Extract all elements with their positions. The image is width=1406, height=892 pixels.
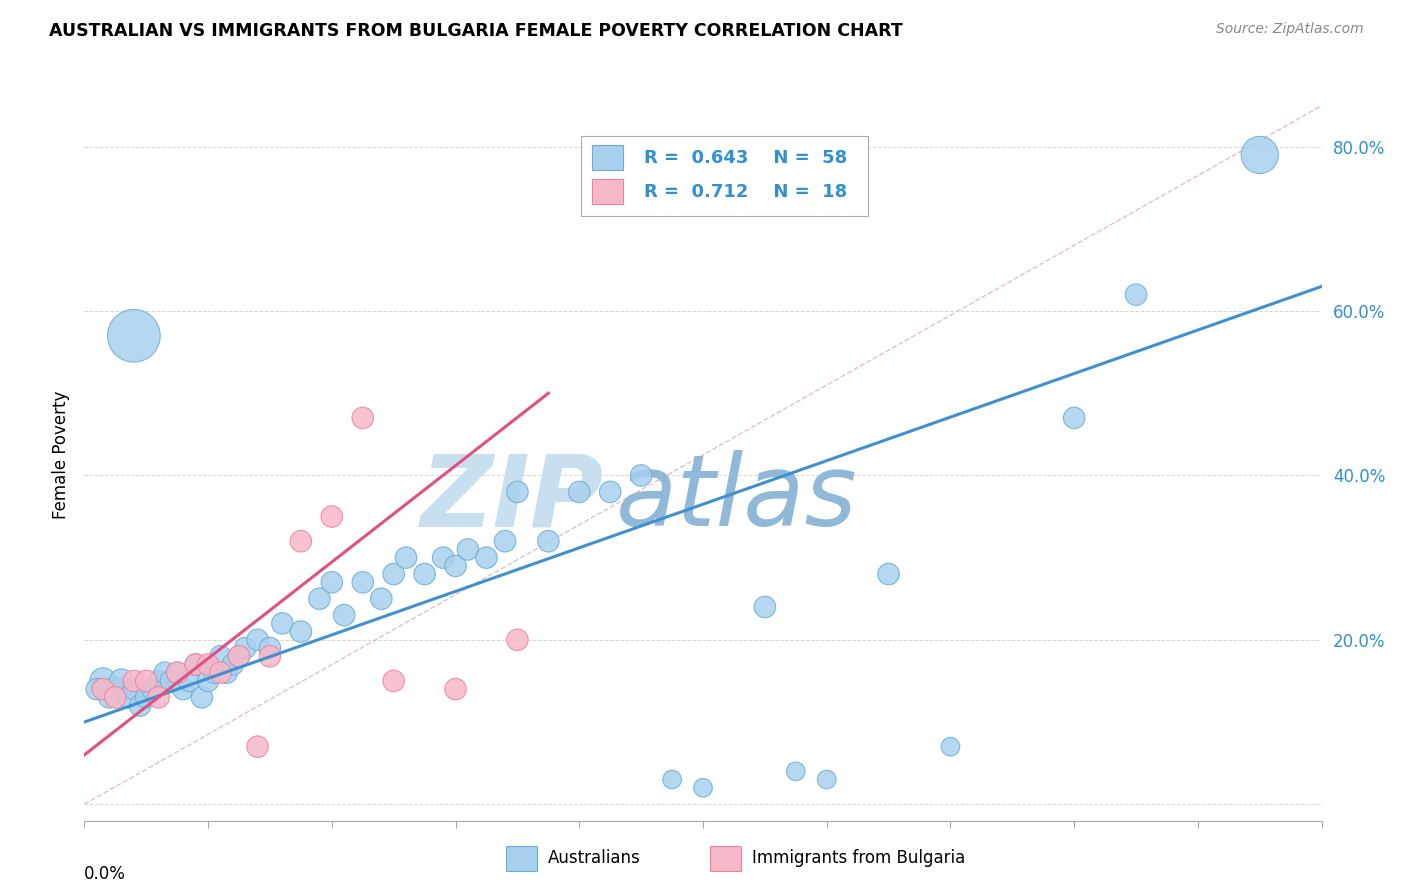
Point [222,657,245,672]
Point [370,591,392,606]
Point [148,673,170,688]
Text: atlas: atlas [616,450,858,548]
Point [494,534,516,549]
Point [271,616,294,631]
Text: Australians: Australians [548,849,641,867]
Point [148,690,170,705]
Point [382,567,405,582]
Point [630,468,652,483]
Text: ZIP: ZIP [420,450,605,548]
Y-axis label: Female Poverty: Female Poverty [52,391,70,519]
Point [661,772,683,787]
Text: Source: ZipAtlas.com: Source: ZipAtlas.com [1216,22,1364,37]
Point [184,657,207,672]
Point [754,599,776,614]
Point [209,665,232,680]
Point [191,690,214,705]
Point [352,575,374,590]
Point [599,484,621,499]
Point [815,772,838,787]
Point [209,649,232,664]
Point [444,682,467,697]
Point [413,567,436,582]
Text: R =  0.643    N =  58: R = 0.643 N = 58 [644,149,848,167]
Point [91,673,114,688]
Point [321,575,343,590]
Text: AUSTRALIAN VS IMMIGRANTS FROM BULGARIA FEMALE POVERTY CORRELATION CHART: AUSTRALIAN VS IMMIGRANTS FROM BULGARIA F… [49,22,903,40]
Text: Immigrants from Bulgaria: Immigrants from Bulgaria [752,849,966,867]
Point [233,641,256,656]
Point [692,780,714,795]
Point [259,649,281,664]
Point [333,608,356,623]
Point [568,484,591,499]
Point [382,673,405,688]
Point [122,682,145,697]
Point [321,509,343,524]
Point [537,534,560,549]
Point [129,698,152,713]
Point [86,682,108,697]
Point [135,690,157,705]
Point [98,690,121,705]
Point [259,641,281,656]
Point [228,649,250,664]
Point [457,542,479,557]
Point [1125,287,1147,301]
Point [202,665,225,680]
Point [352,411,374,425]
Point [506,632,529,647]
Point [91,682,114,697]
Point [290,534,312,549]
Point [308,591,330,606]
Point [444,558,467,573]
Point [104,682,127,697]
Point [290,624,312,639]
Text: 0.0%: 0.0% [84,864,127,882]
Point [117,690,139,705]
Text: R =  0.712    N =  18: R = 0.712 N = 18 [644,183,848,201]
Point [179,673,201,688]
Point [1249,148,1271,162]
Point [1063,411,1085,425]
Point [506,484,529,499]
Point [184,657,207,672]
Point [166,665,188,680]
Point [153,665,176,680]
Point [246,632,269,647]
Point [877,567,900,582]
Point [141,682,163,697]
Point [395,550,418,565]
Point [104,690,127,705]
Point [166,665,188,680]
Point [197,673,219,688]
Point [939,739,962,754]
Point [122,328,145,343]
Point [172,682,194,697]
Point [122,673,145,688]
Point [110,673,132,688]
Point [197,657,219,672]
Point [246,739,269,754]
Point [228,649,250,664]
Point [215,665,238,680]
Point [135,673,157,688]
Point [432,550,454,565]
Point [475,550,498,565]
Point [160,673,183,688]
Point [785,764,807,779]
